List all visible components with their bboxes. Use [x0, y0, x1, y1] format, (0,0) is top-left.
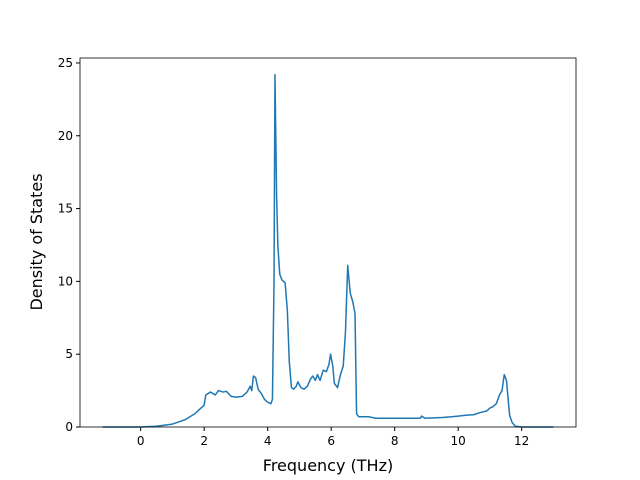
y-tick-label: 20 [58, 129, 73, 143]
y-tick-label: 10 [58, 274, 73, 288]
x-tick-label: 6 [327, 434, 335, 448]
x-tick-label: 8 [391, 434, 399, 448]
x-tick-label: 12 [514, 434, 529, 448]
line [102, 73, 554, 428]
x-axis-label: Frequency (THz) [263, 456, 393, 475]
y-tick-label: 5 [65, 347, 73, 361]
x-tick-label: 10 [451, 434, 466, 448]
x-tick-label: 0 [137, 434, 145, 448]
x-tick-label: 2 [200, 434, 208, 448]
plot-frame [79, 57, 577, 428]
y-tick-label: 25 [58, 56, 73, 70]
y-tick-label: 15 [58, 202, 73, 216]
x-tick-label: 4 [264, 434, 272, 448]
y-axis-label: Density of States [27, 173, 46, 310]
y-tick-label: 0 [65, 420, 73, 434]
